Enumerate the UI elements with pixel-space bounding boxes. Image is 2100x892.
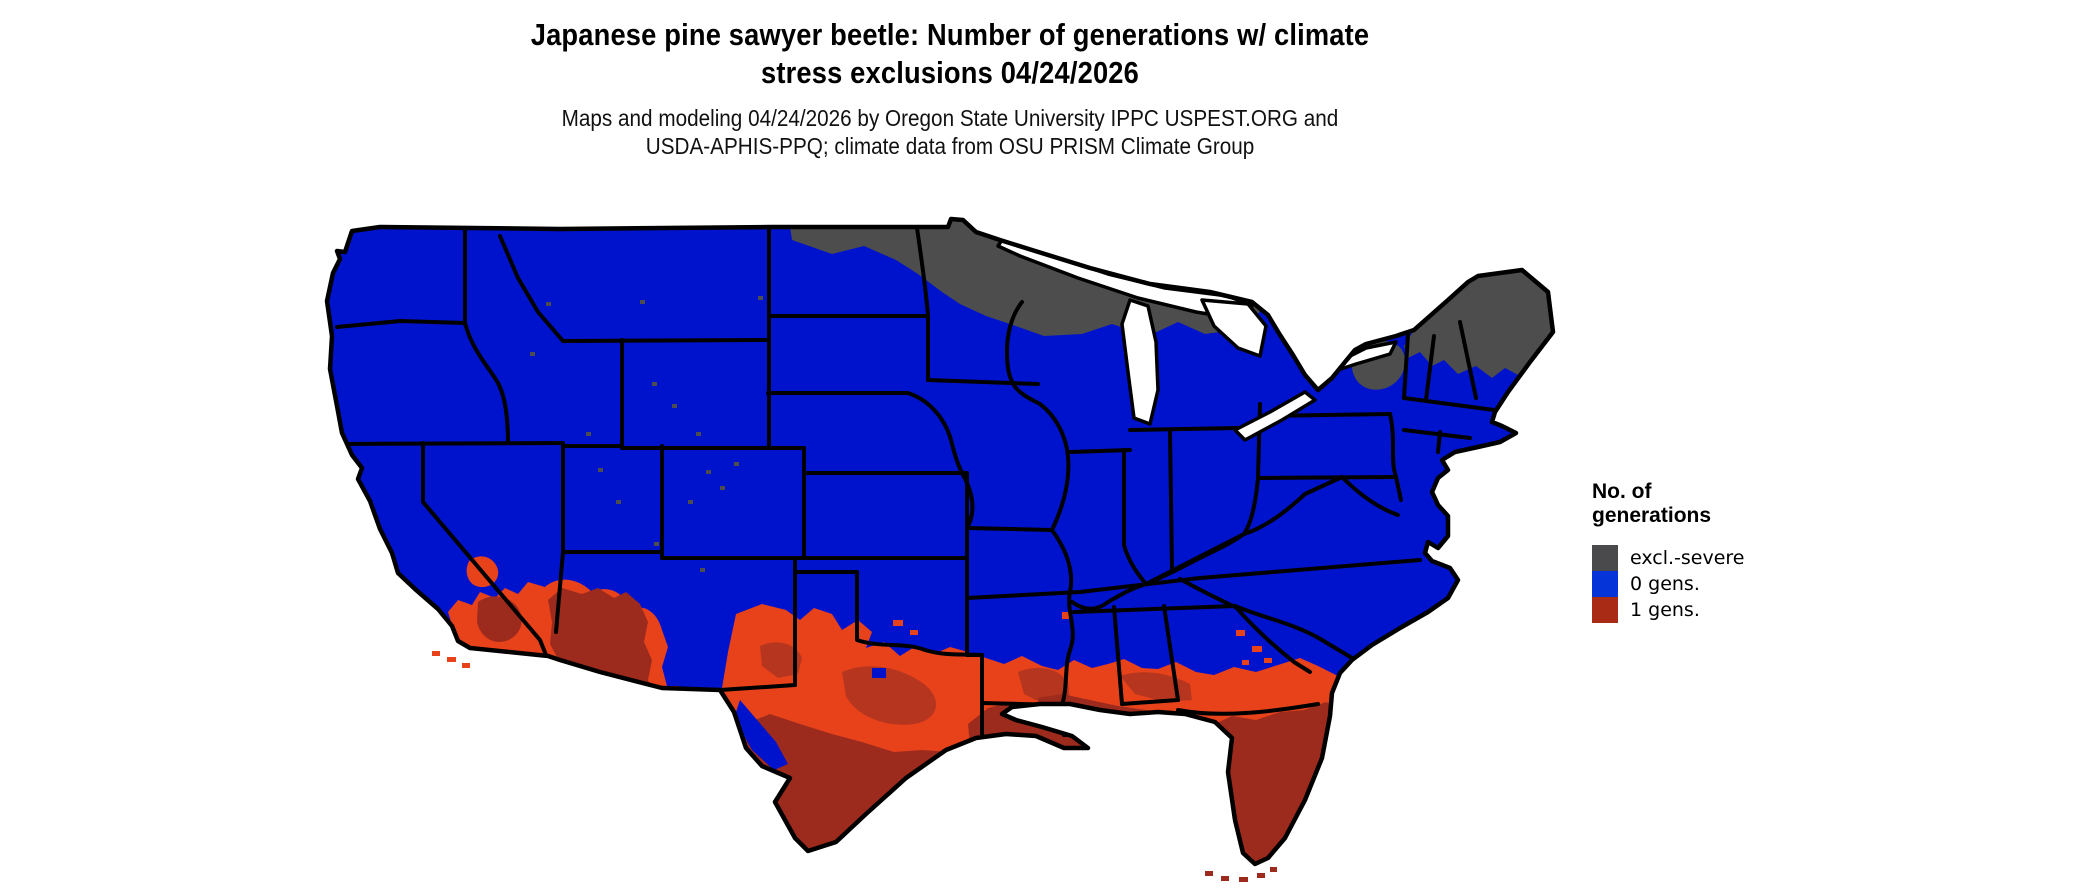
page-title: Japanese pine sawyer beetle: Number of g… (114, 16, 1786, 92)
state-borders (335, 225, 1496, 750)
legend-item-1-gens: 1 gens. (1592, 597, 1822, 623)
channel-islands (432, 651, 470, 668)
map-region-0-gens (327, 219, 1553, 864)
legend-swatch-excl-severe (1592, 545, 1618, 571)
subtitle-line-2: USDA-APHIS-PPQ; climate data from OSU PR… (645, 133, 1255, 159)
map-region-0-gens-inliers (734, 668, 886, 770)
florida-keys (1205, 867, 1277, 882)
lake-erie (1233, 390, 1317, 442)
legend-title-line-2: generations (1592, 504, 1712, 527)
legend-swatch-0-gens (1592, 571, 1618, 597)
map-header: Japanese pine sawyer beetle: Number of g… (0, 16, 1900, 160)
title-line-2: stress exclusions 04/24/2026 (760, 55, 1140, 90)
map-speckles-excl-severe (530, 296, 763, 572)
map-legend: No. of generations excl.-severe 0 gens. … (1592, 480, 1822, 623)
lake-michigan (1120, 298, 1160, 426)
legend-label-excl-severe: excl.-severe (1630, 547, 1745, 569)
lake-huron (1200, 298, 1268, 358)
title-line-1: Japanese pine sawyer beetle: Number of g… (530, 17, 1370, 52)
legend-item-0-gens: 0 gens. (1592, 571, 1822, 597)
legend-title-line-1: No. of (1592, 480, 1652, 503)
legend-items: excl.-severe 0 gens. 1 gens. (1592, 545, 1822, 623)
legend-swatch-1-gens (1592, 597, 1618, 623)
us-outline (324, 216, 1556, 867)
map-subtitle: Maps and modeling 04/24/2026 by Oregon S… (95, 104, 1805, 160)
legend-title: No. of generations (1592, 480, 1822, 528)
legend-label-1-gens: 1 gens. (1630, 599, 1700, 621)
legend-label-0-gens: 0 gens. (1630, 573, 1700, 595)
legend-item-excl-severe: excl.-severe (1592, 545, 1822, 571)
subtitle-line-1: Maps and modeling 04/24/2026 by Oregon S… (561, 105, 1339, 131)
